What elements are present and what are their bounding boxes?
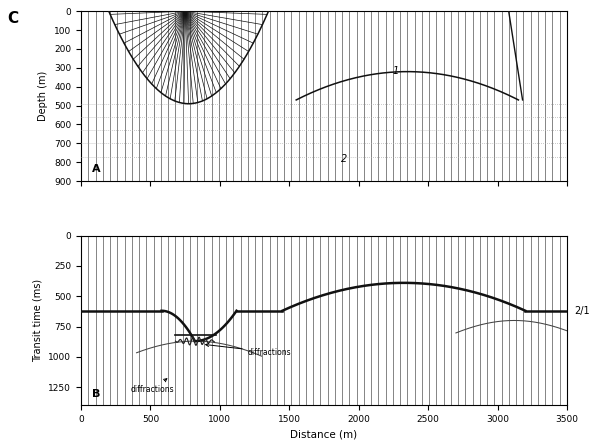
X-axis label: Distance (m): Distance (m) [290, 430, 358, 440]
Text: 2/1: 2/1 [574, 306, 590, 316]
Y-axis label: Depth (m): Depth (m) [38, 71, 49, 121]
Text: diffractions: diffractions [131, 379, 175, 394]
Text: 1: 1 [392, 66, 398, 76]
Text: A: A [92, 164, 100, 174]
Text: C: C [7, 11, 19, 26]
Text: diffractions: diffractions [206, 344, 291, 357]
Text: 2: 2 [341, 154, 347, 164]
Y-axis label: Transit time (ms): Transit time (ms) [33, 279, 43, 362]
Text: B: B [92, 389, 100, 399]
